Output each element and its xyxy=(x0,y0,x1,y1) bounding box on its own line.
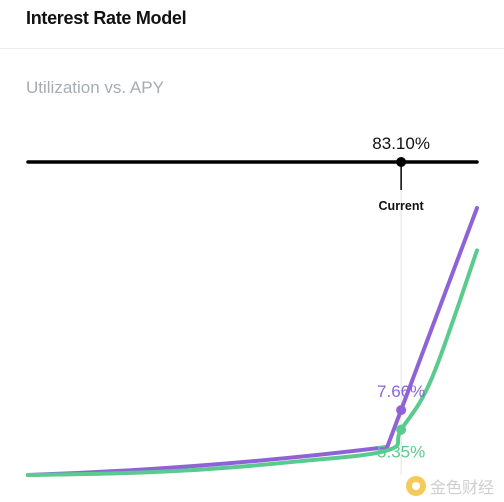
chart-subtitle: Utilization vs. APY xyxy=(26,78,164,97)
watermark: 金色财经 xyxy=(405,474,494,498)
watermark-logo-icon xyxy=(405,476,426,496)
borrow-current-marker xyxy=(396,405,407,416)
borrow-apy-line xyxy=(26,206,479,477)
header: Interest Rate Model xyxy=(0,0,504,49)
supply-current-label: 5.35% xyxy=(377,443,425,462)
supply-current-marker xyxy=(396,424,407,435)
watermark-text: 金色财经 xyxy=(429,478,494,497)
borrow-current-label: 7.66% xyxy=(377,382,425,401)
current-marker xyxy=(396,157,407,167)
current-utilization-label: 83.10% xyxy=(372,134,430,153)
current-marker-label: Current xyxy=(379,199,425,213)
supply-apy-line xyxy=(26,248,479,477)
page-title: Interest Rate Model xyxy=(26,8,187,28)
